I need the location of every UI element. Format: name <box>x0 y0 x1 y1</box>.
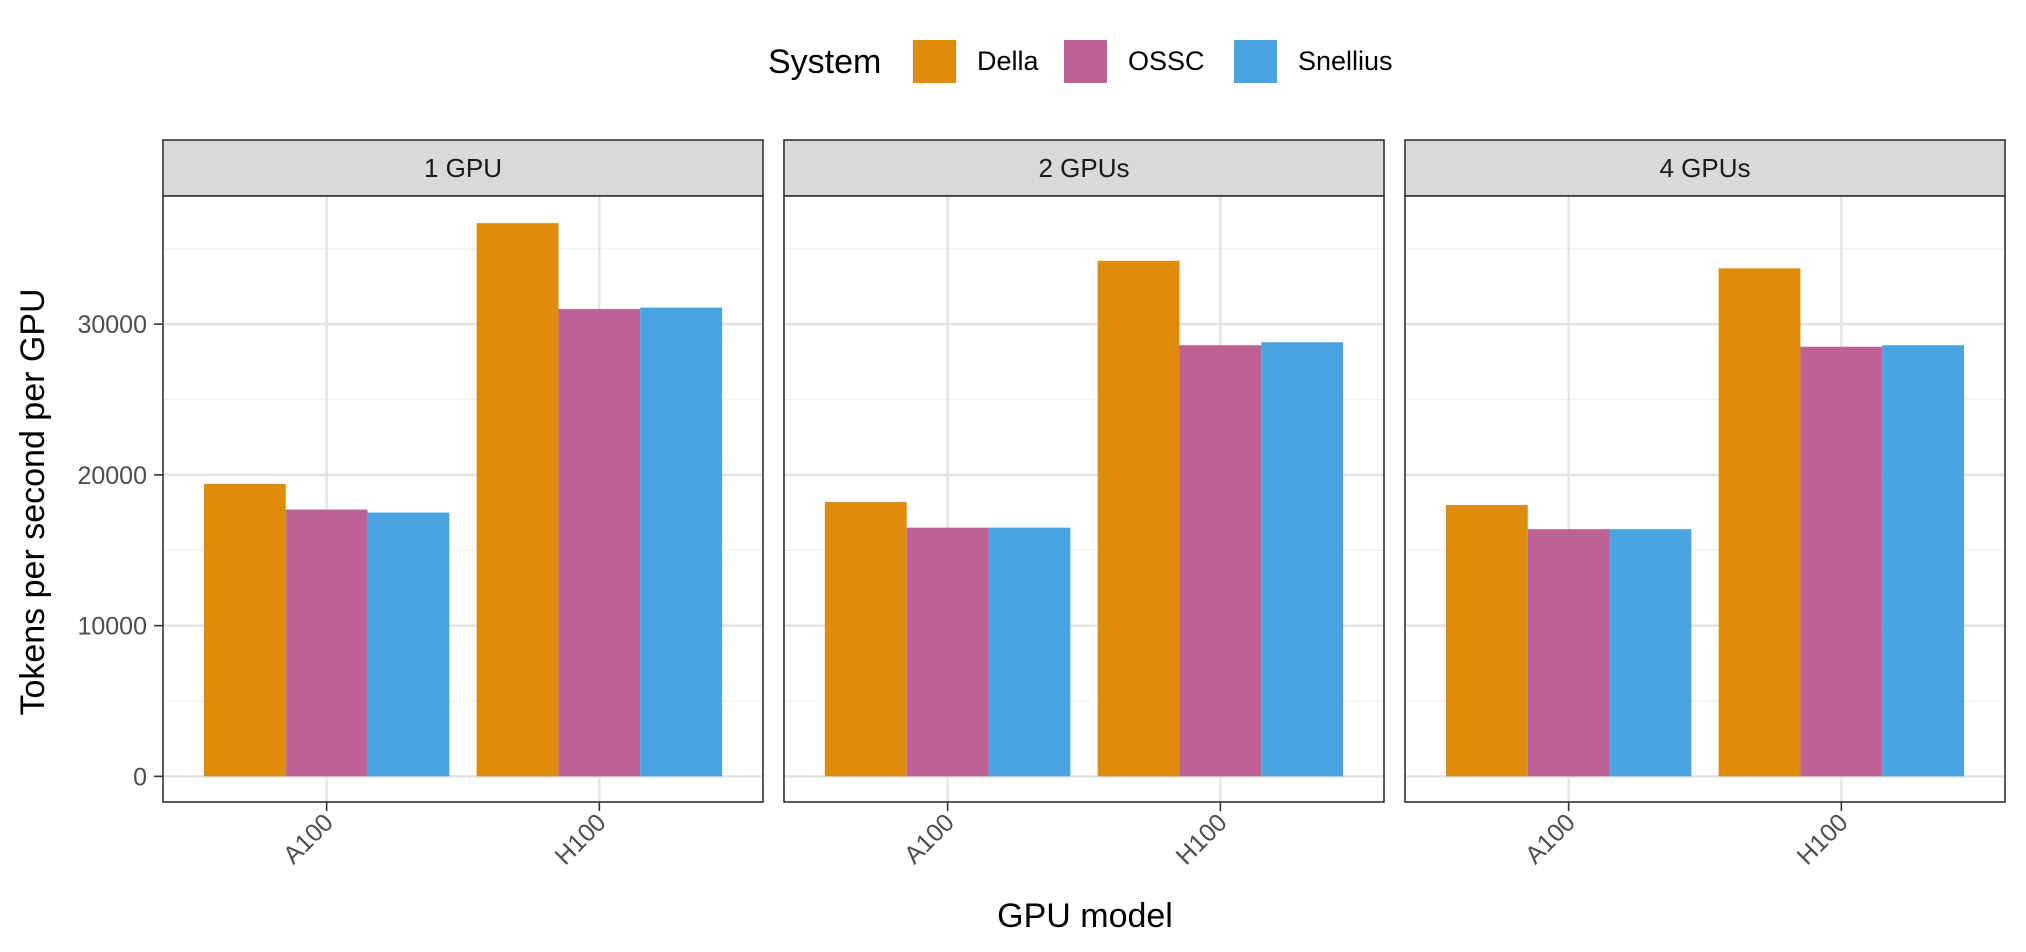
legend-key-snellius <box>1234 40 1277 83</box>
facet-strip-label: 2 GPUs <box>1038 153 1129 183</box>
x-tick-label: A100 <box>899 808 960 869</box>
bar-della-h100-1-gpu <box>476 223 559 777</box>
legend: System Della OSSC Snellius <box>768 40 1393 83</box>
bar-snellius-a100-2-gpus <box>988 527 1071 777</box>
facet-strip-label: 1 GPU <box>424 153 502 183</box>
facet-panel-1-gpu: 1 GPU A100 H100 <box>162 139 764 871</box>
bar-ossc-a100-4-gpus <box>1527 529 1610 777</box>
panel-border <box>1404 195 2006 803</box>
bar-ossc-h100-1-gpu <box>558 309 641 777</box>
legend-label-snellius: Snellius <box>1298 46 1393 76</box>
x-axis-title: GPU model <box>997 897 1173 935</box>
facet-strip <box>162 139 764 197</box>
facet-panel-4-gpus: 4 GPUs A100 H100 <box>1404 139 2006 871</box>
facet-panels: 1 GPU A100 H100 2 GPUs A100 H100 4 GPUs A100 H10… <box>162 139 2006 871</box>
panel-border <box>783 195 1385 803</box>
y-tick-label: 20000 <box>77 462 147 490</box>
y-tick-label: 10000 <box>77 613 147 641</box>
bar-della-a100-4-gpus <box>1445 505 1528 777</box>
bar-ossc-h100-2-gpus <box>1179 345 1262 777</box>
y-tick-label: 30000 <box>77 311 147 339</box>
facet-strip <box>1404 139 2006 197</box>
bar-snellius-a100-1-gpu <box>367 512 450 777</box>
bar-ossc-a100-2-gpus <box>906 527 989 777</box>
bar-della-h100-4-gpus <box>1718 268 1801 777</box>
bar-snellius-h100-1-gpu <box>640 307 723 777</box>
panel-border <box>162 195 764 803</box>
x-tick-label: H100 <box>1792 808 1854 870</box>
bar-della-a100-2-gpus <box>824 502 907 777</box>
x-tick-label: A100 <box>1520 808 1581 869</box>
facet-strip-label: 4 GPUs <box>1659 153 1750 183</box>
bar-della-h100-2-gpus <box>1097 260 1180 777</box>
legend-label-della: Della <box>977 46 1040 76</box>
facet-strip <box>783 139 1385 197</box>
bar-ossc-a100-1-gpu <box>285 509 368 777</box>
y-tick-label: 0 <box>133 763 147 791</box>
y-axis-title: Tokens per second per GPU <box>14 288 52 715</box>
legend-key-della <box>913 40 956 83</box>
bar-snellius-h100-2-gpus <box>1261 342 1344 777</box>
x-tick-label: A100 <box>278 808 339 869</box>
y-axis: 0 10000 20000 30000 <box>77 311 163 791</box>
bar-della-a100-1-gpu <box>203 483 286 777</box>
legend-label-ossc: OSSC <box>1128 46 1205 76</box>
x-tick-label: H100 <box>550 808 612 870</box>
bar-snellius-a100-4-gpus <box>1609 529 1692 777</box>
bar-snellius-h100-4-gpus <box>1882 345 1965 777</box>
x-tick-label: H100 <box>1171 808 1233 870</box>
bar-ossc-h100-4-gpus <box>1800 346 1883 777</box>
legend-title: System <box>768 43 881 81</box>
legend-key-ossc <box>1064 40 1107 83</box>
facet-panel-2-gpus: 2 GPUs A100 H100 <box>783 139 1385 871</box>
